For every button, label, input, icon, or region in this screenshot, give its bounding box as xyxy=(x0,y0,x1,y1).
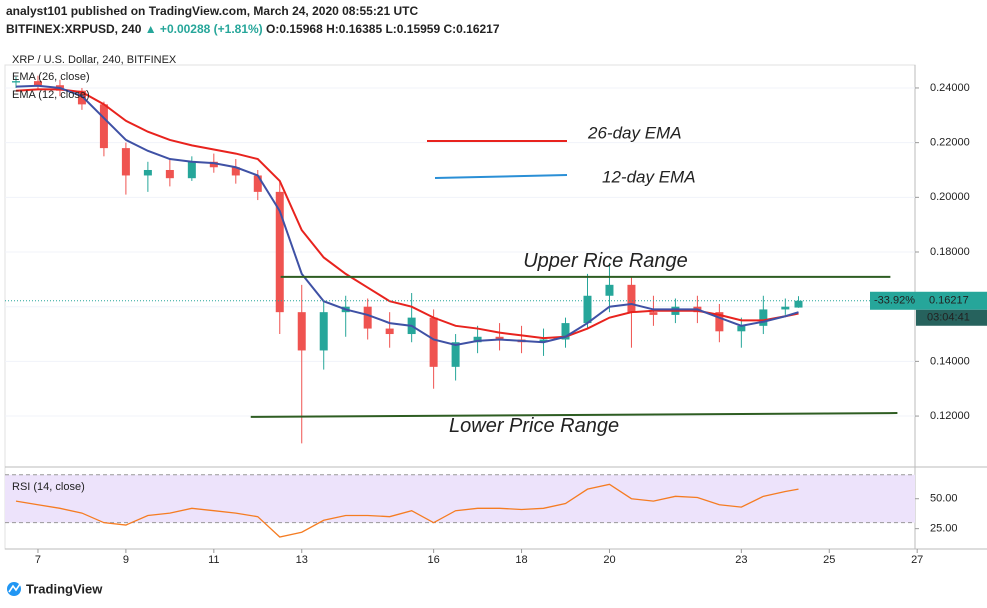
candle-body xyxy=(759,309,768,326)
range-label: Upper Rice Range xyxy=(523,250,688,272)
candle-body xyxy=(583,295,592,324)
x-tick-label: 9 xyxy=(123,554,129,566)
ema-line xyxy=(15,84,799,346)
candle-body xyxy=(11,81,20,83)
symbol: BITFINEX:XRPUSD, 240 xyxy=(6,22,142,36)
candle-body xyxy=(187,161,196,179)
countdown: 03:04:41 xyxy=(927,312,970,324)
x-tick-label: 18 xyxy=(515,554,527,566)
range-line xyxy=(250,412,898,418)
candle-body xyxy=(363,306,372,329)
candle-body xyxy=(165,169,174,179)
candle-body xyxy=(715,312,724,332)
candle-body xyxy=(451,342,460,367)
candle-body xyxy=(275,191,284,313)
candle-body xyxy=(297,312,306,351)
candle-body xyxy=(605,284,614,296)
y-tick-label: 0.14000 xyxy=(930,355,970,367)
x-tick-label: 16 xyxy=(427,554,439,566)
candle-body xyxy=(794,300,803,308)
y-tick-label: 50.00 xyxy=(930,493,958,505)
candle-body xyxy=(781,306,790,310)
y-tick-label: 0.24000 xyxy=(930,82,970,94)
y-tick-label: 0.20000 xyxy=(930,191,970,203)
candle-body xyxy=(143,169,152,176)
ohlc: O:0.15968 H:0.16385 L:0.15959 C:0.16217 xyxy=(266,22,500,36)
candle-body xyxy=(99,104,108,149)
candle-body xyxy=(429,317,438,367)
change: ▲ +0.00288 (+1.81%) xyxy=(144,22,263,36)
candle-body xyxy=(253,175,262,192)
ema-line xyxy=(15,88,799,340)
legend-entry: EMA (12, close) xyxy=(12,89,90,101)
candle-body xyxy=(627,284,636,313)
candle-body xyxy=(209,161,218,168)
rsi-line xyxy=(15,483,799,538)
y-tick-label: 0.18000 xyxy=(930,246,970,258)
candle-body xyxy=(33,81,42,86)
candle-body xyxy=(539,339,548,343)
x-tick-label: 13 xyxy=(296,554,308,566)
x-tick-label: 11 xyxy=(208,554,219,566)
brand: TradingView xyxy=(26,581,103,596)
x-tick-label: 25 xyxy=(823,554,835,566)
annotation-line xyxy=(434,174,568,179)
candle-body xyxy=(231,167,240,176)
chart-title: XRP / U.S. Dollar, 240, BITFINEX xyxy=(12,54,177,66)
candle-body xyxy=(385,328,394,335)
tradingview-logo xyxy=(7,582,21,596)
annotation: 12-day EMA xyxy=(602,167,696,186)
price-label: 0.16217 xyxy=(929,295,969,307)
y-tick-label: 0.12000 xyxy=(930,410,970,422)
candle-body xyxy=(121,148,130,176)
y-tick-label: 25.00 xyxy=(930,523,958,535)
range-label: Lower Price Range xyxy=(449,415,619,437)
candle-body xyxy=(473,336,482,343)
x-tick-label: 23 xyxy=(735,554,747,566)
price-change: -33.92% xyxy=(874,295,915,307)
x-tick-label: 7 xyxy=(35,554,41,566)
y-tick-label: 0.22000 xyxy=(930,137,970,149)
annotation: 26-day EMA xyxy=(587,123,682,142)
x-tick-label: 27 xyxy=(911,554,923,566)
candle-body xyxy=(495,336,504,340)
price-tag xyxy=(870,291,987,310)
symbol-line: BITFINEX:XRPUSD, 240 ▲ +0.00288 (+1.81%)… xyxy=(6,22,500,36)
rsi-band xyxy=(5,474,915,523)
candle-body xyxy=(737,325,746,332)
rsi-label: RSI (14, close) xyxy=(12,481,85,493)
x-tick-label: 20 xyxy=(603,554,615,566)
candle-body xyxy=(319,312,328,351)
publish-info: analyst101 published on TradingView.com,… xyxy=(6,4,419,18)
candle-body xyxy=(561,323,570,340)
candle-body xyxy=(649,312,658,315)
legend-entry: EMA (26, close) xyxy=(12,71,90,83)
countdown-tag xyxy=(916,309,987,326)
